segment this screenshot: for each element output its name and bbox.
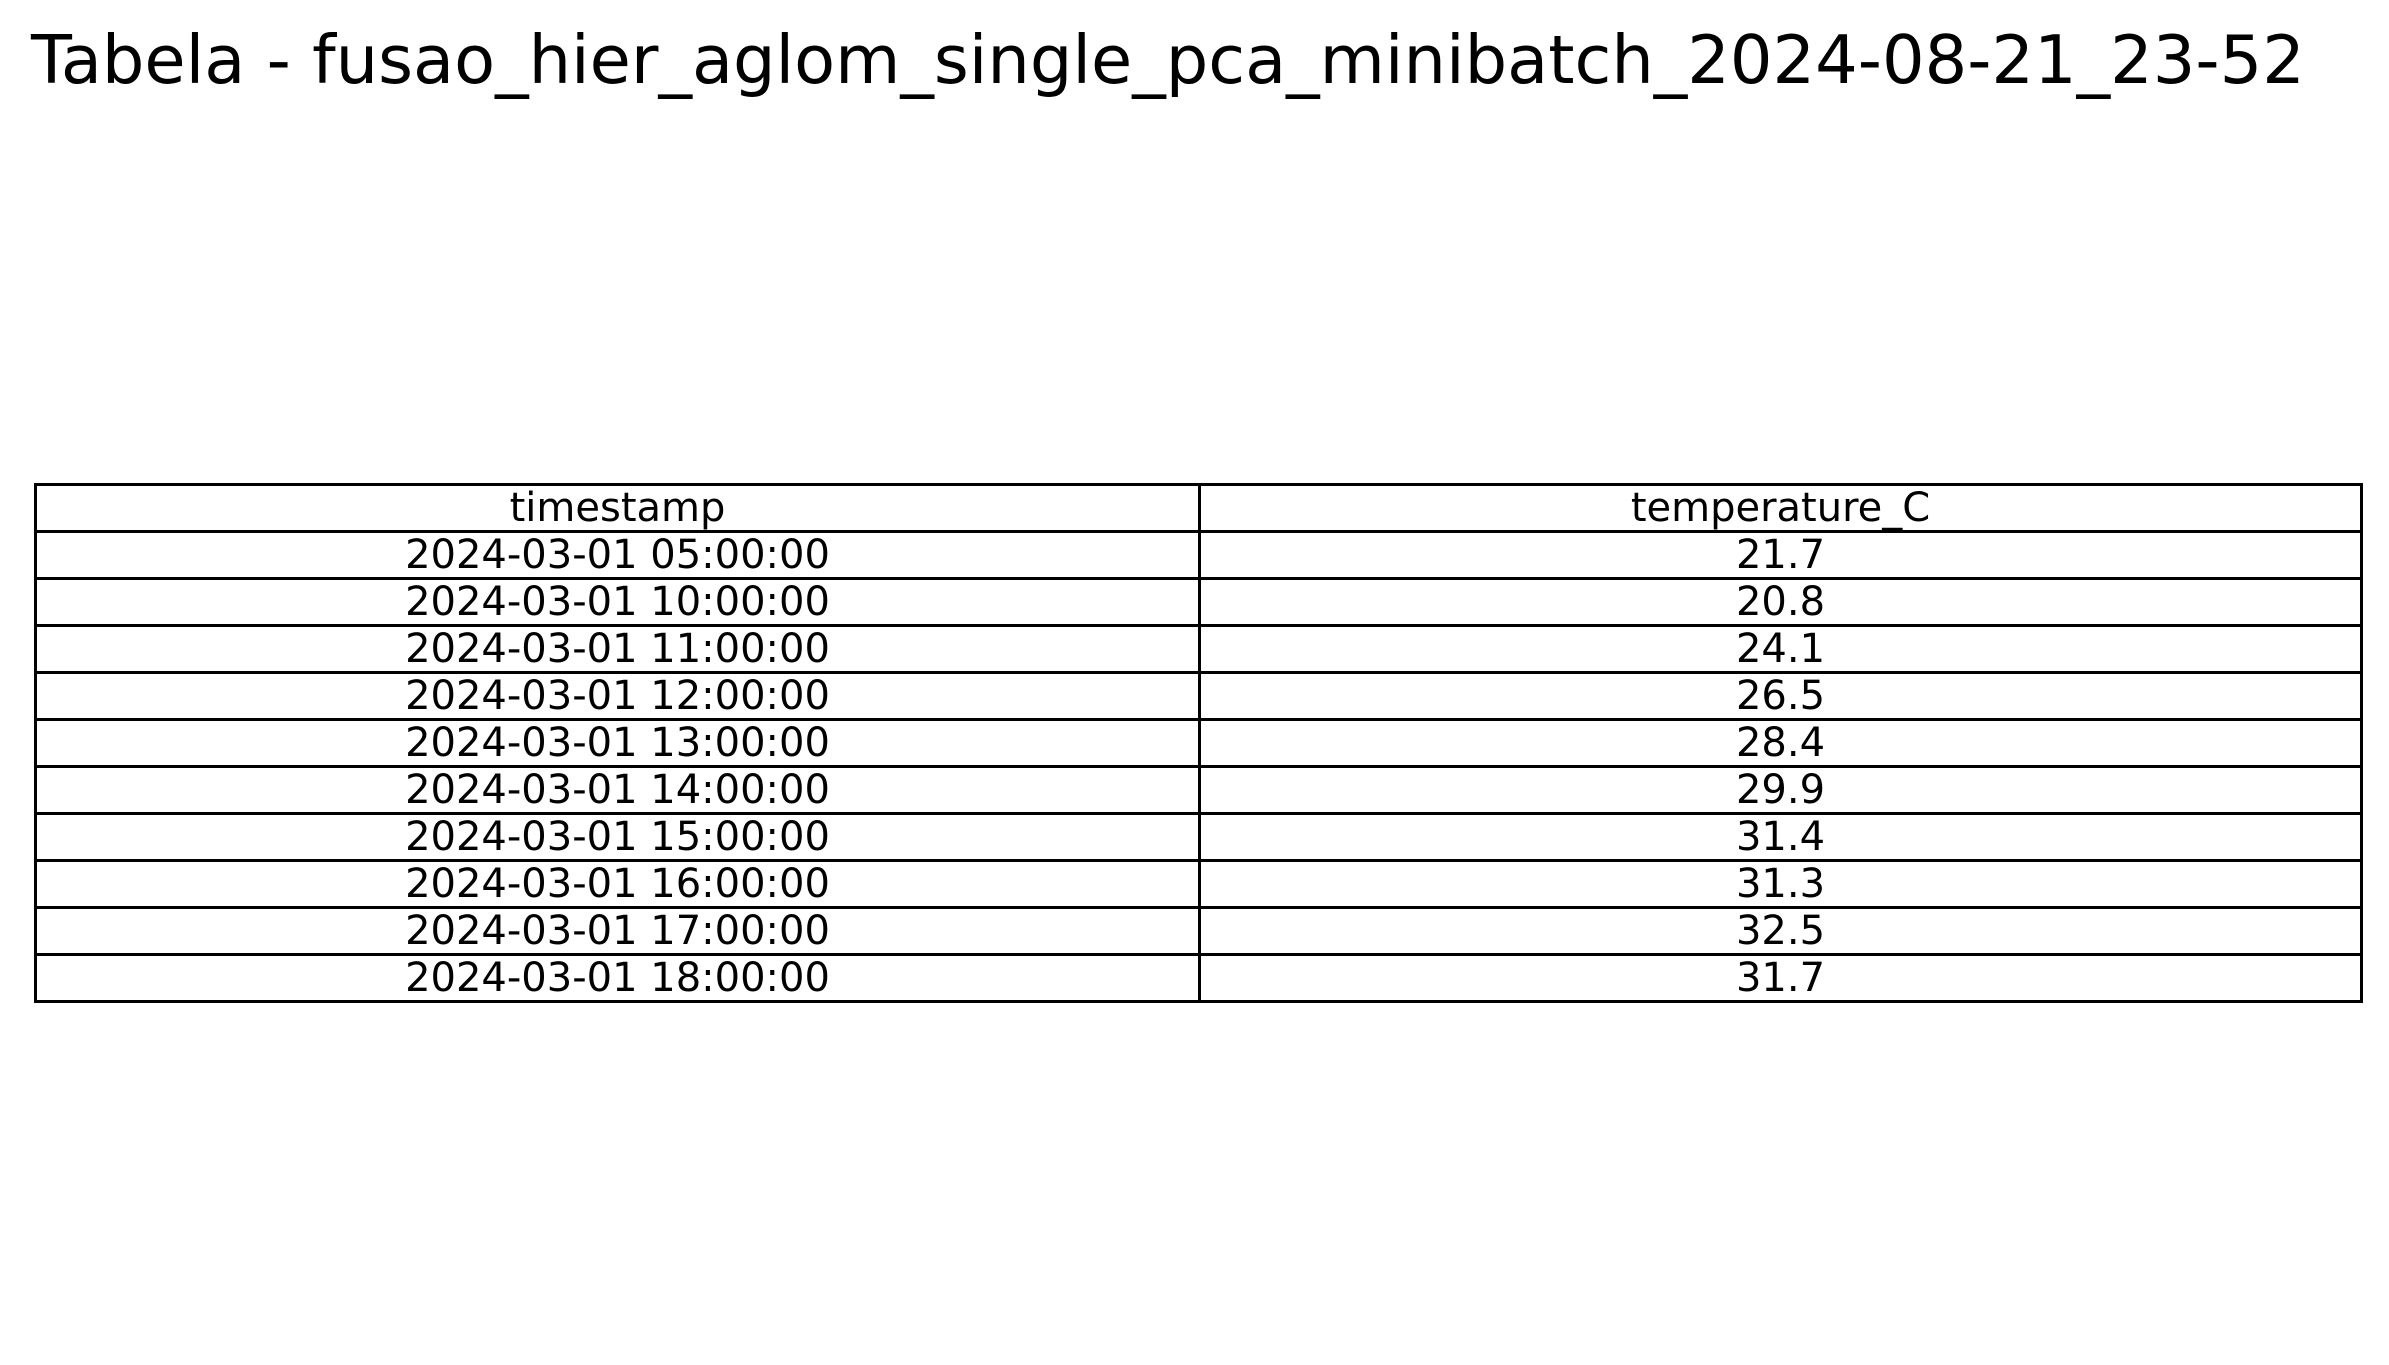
temperature-cell: 29.9 xyxy=(1198,765,2363,815)
timestamp-cell: 2024-03-01 17:00:00 xyxy=(34,906,1201,956)
timestamp-cell: 2024-03-01 15:00:00 xyxy=(34,812,1201,862)
table-row: 2024-03-01 16:00:00 31.3 xyxy=(34,859,2363,909)
timestamp-cell: 2024-03-01 13:00:00 xyxy=(34,718,1201,768)
data-table: timestamp temperature_C 2024-03-01 05:00… xyxy=(34,483,2363,1003)
table-row: 2024-03-01 15:00:00 31.4 xyxy=(34,812,2363,862)
table-body: 2024-03-01 05:00:00 21.7 2024-03-01 10:0… xyxy=(34,530,2363,1003)
timestamp-cell: 2024-03-01 12:00:00 xyxy=(34,671,1201,721)
timestamp-cell: 2024-03-01 05:00:00 xyxy=(34,530,1201,580)
table-row: 2024-03-01 12:00:00 26.5 xyxy=(34,671,2363,721)
timestamp-cell: 2024-03-01 18:00:00 xyxy=(34,953,1201,1003)
table-header: timestamp temperature_C xyxy=(34,483,2363,533)
table-row: 2024-03-01 17:00:00 32.5 xyxy=(34,906,2363,956)
table-row: 2024-03-01 18:00:00 31.7 xyxy=(34,953,2363,1003)
temperature-cell: 26.5 xyxy=(1198,671,2363,721)
temperature-cell: 21.7 xyxy=(1198,530,2363,580)
table-row: 2024-03-01 05:00:00 21.7 xyxy=(34,530,2363,580)
table-row: 2024-03-01 10:00:00 20.8 xyxy=(34,577,2363,627)
temperature-cell: 20.8 xyxy=(1198,577,2363,627)
temperature-cell: 31.3 xyxy=(1198,859,2363,909)
timestamp-cell: 2024-03-01 10:00:00 xyxy=(34,577,1201,627)
table-row: 2024-03-01 11:00:00 24.1 xyxy=(34,624,2363,674)
column-header-timestamp: timestamp xyxy=(34,483,1201,533)
table-row: 2024-03-01 14:00:00 29.9 xyxy=(34,765,2363,815)
temperature-cell: 24.1 xyxy=(1198,624,2363,674)
temperature-cell: 32.5 xyxy=(1198,906,2363,956)
temperature-cell: 31.7 xyxy=(1198,953,2363,1003)
table-row: 2024-03-01 13:00:00 28.4 xyxy=(34,718,2363,768)
timestamp-cell: 2024-03-01 11:00:00 xyxy=(34,624,1201,674)
temperature-cell: 31.4 xyxy=(1198,812,2363,862)
chart-title: Tabela - fusao_hier_aglom_single_pca_min… xyxy=(31,21,2305,99)
column-header-temperature: temperature_C xyxy=(1198,483,2363,533)
timestamp-cell: 2024-03-01 14:00:00 xyxy=(34,765,1201,815)
header-row: timestamp temperature_C xyxy=(34,483,2363,533)
timestamp-cell: 2024-03-01 16:00:00 xyxy=(34,859,1201,909)
temperature-cell: 28.4 xyxy=(1198,718,2363,768)
